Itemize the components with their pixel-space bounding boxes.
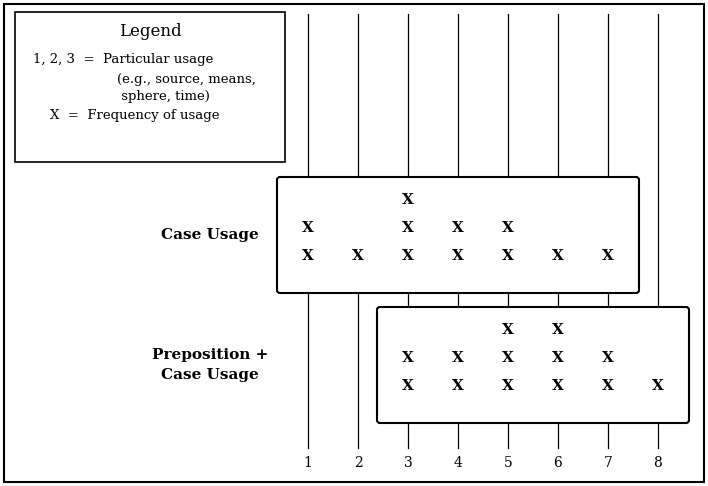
Text: X: X	[452, 221, 464, 235]
Text: 6: 6	[554, 456, 562, 470]
Text: 4: 4	[454, 456, 462, 470]
Text: Case Usage: Case Usage	[161, 228, 259, 242]
Text: X: X	[402, 379, 414, 393]
Text: X: X	[502, 379, 514, 393]
Text: sphere, time): sphere, time)	[117, 89, 210, 103]
Text: Case Usage: Case Usage	[161, 368, 259, 382]
FancyBboxPatch shape	[277, 177, 639, 293]
Text: X: X	[502, 249, 514, 263]
Text: X: X	[552, 249, 564, 263]
Text: X: X	[552, 379, 564, 393]
Text: 7: 7	[603, 456, 612, 470]
Text: X: X	[552, 323, 564, 337]
Text: 2: 2	[353, 456, 362, 470]
Text: Preposition +: Preposition +	[152, 348, 268, 362]
Text: (e.g., source, means,: (e.g., source, means,	[117, 72, 256, 86]
Text: X: X	[552, 351, 564, 365]
Text: X: X	[402, 249, 414, 263]
Text: X: X	[302, 221, 314, 235]
Text: X: X	[502, 221, 514, 235]
Text: X: X	[602, 249, 614, 263]
Text: X: X	[602, 351, 614, 365]
Text: X: X	[452, 351, 464, 365]
Text: 1: 1	[304, 456, 312, 470]
Text: X: X	[502, 351, 514, 365]
Text: X: X	[652, 379, 664, 393]
Text: 8: 8	[653, 456, 663, 470]
Text: X: X	[452, 379, 464, 393]
Text: X: X	[502, 323, 514, 337]
Text: 1, 2, 3  =  Particular usage: 1, 2, 3 = Particular usage	[33, 53, 213, 67]
Text: X: X	[402, 221, 414, 235]
Text: 3: 3	[404, 456, 412, 470]
FancyBboxPatch shape	[377, 307, 689, 423]
Text: X: X	[302, 249, 314, 263]
Text: X: X	[602, 379, 614, 393]
Text: X: X	[402, 193, 414, 207]
Text: X  =  Frequency of usage: X = Frequency of usage	[33, 108, 219, 122]
Text: X: X	[352, 249, 364, 263]
Text: X: X	[402, 351, 414, 365]
Text: X: X	[452, 249, 464, 263]
Text: 5: 5	[503, 456, 513, 470]
Text: Legend: Legend	[119, 23, 181, 40]
